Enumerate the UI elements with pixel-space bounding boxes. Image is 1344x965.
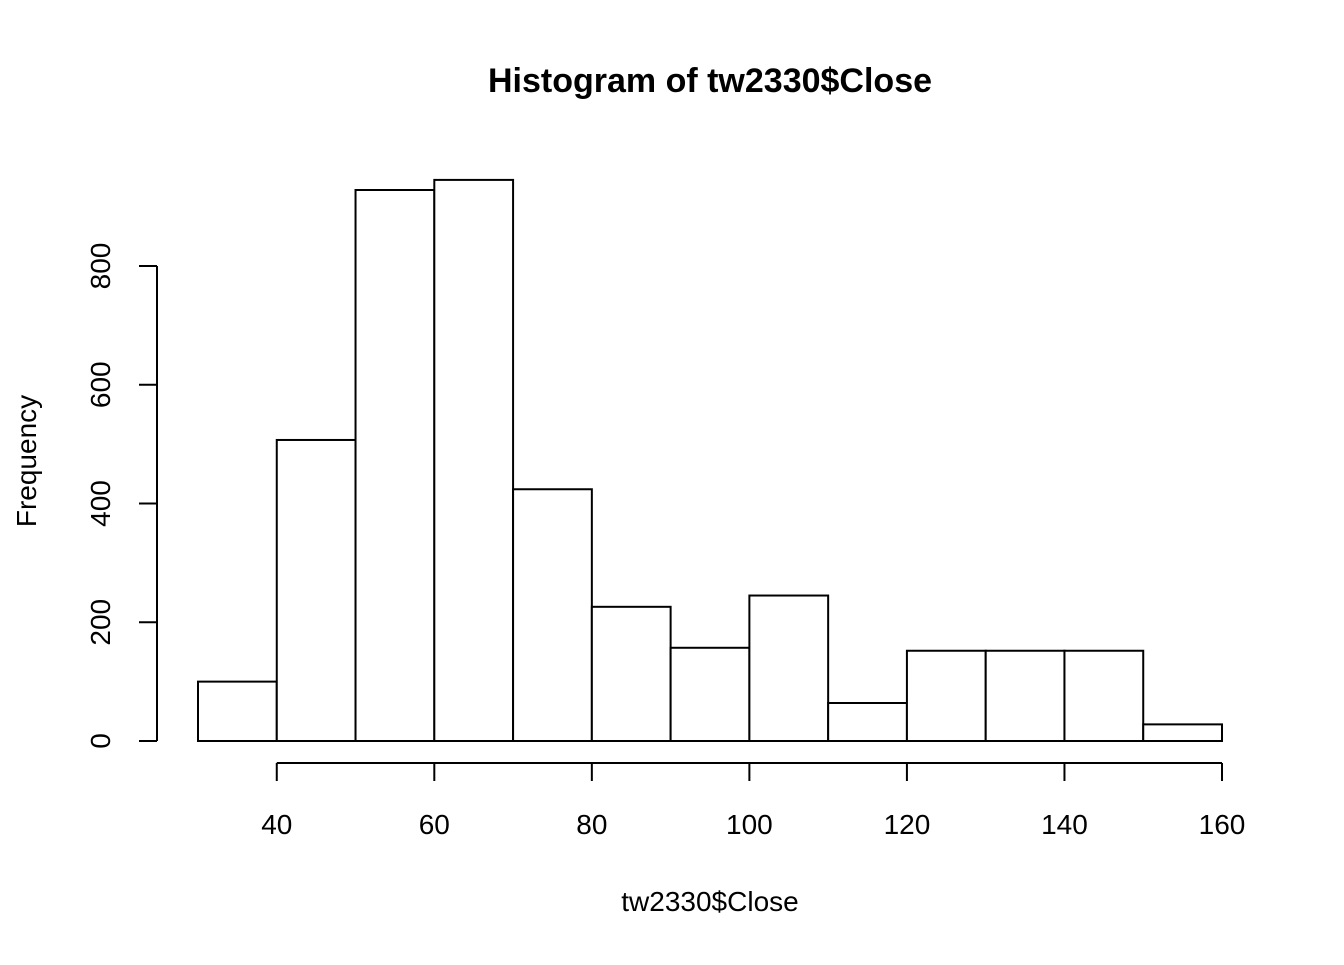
histogram-bar: [984, 649, 1066, 742]
y-tick-label: 0: [85, 733, 116, 749]
histogram-bar: [1142, 723, 1223, 742]
x-axis: 40 60 80 100 120 140 160: [261, 762, 1246, 840]
x-tick-label: 40: [261, 809, 292, 840]
histogram-bar: [590, 605, 672, 742]
y-tick-label: 200: [85, 599, 116, 646]
histogram-bar: [354, 189, 436, 742]
y-tick-label: 600: [85, 361, 116, 408]
histogram-bar: [512, 488, 593, 742]
x-tick-label: 160: [1199, 809, 1246, 840]
x-tick-label: 60: [419, 809, 450, 840]
x-axis-label: tw2330$Close: [621, 886, 798, 917]
x-tick-label: 140: [1041, 809, 1088, 840]
histogram-bar: [197, 680, 278, 742]
histogram-bar: [275, 438, 357, 742]
histogram-bar: [1063, 649, 1145, 742]
histogram-bar: [748, 594, 830, 742]
x-tick-label: 80: [576, 809, 607, 840]
histogram-bar: [433, 178, 515, 742]
y-tick-label: 800: [85, 243, 116, 290]
bars-group: [197, 178, 1223, 742]
y-tick-label: 400: [85, 480, 116, 527]
histogram-bar: [827, 702, 908, 742]
x-tick-label: 100: [726, 809, 773, 840]
histogram-bar: [669, 646, 751, 742]
y-axis-label: Frequency: [11, 395, 42, 527]
y-axis: 0 200 400 600 800: [85, 243, 158, 749]
histogram-bar: [905, 649, 987, 742]
x-tick-label: 120: [884, 809, 931, 840]
chart-title: Histogram of tw2330$Close: [488, 62, 932, 100]
